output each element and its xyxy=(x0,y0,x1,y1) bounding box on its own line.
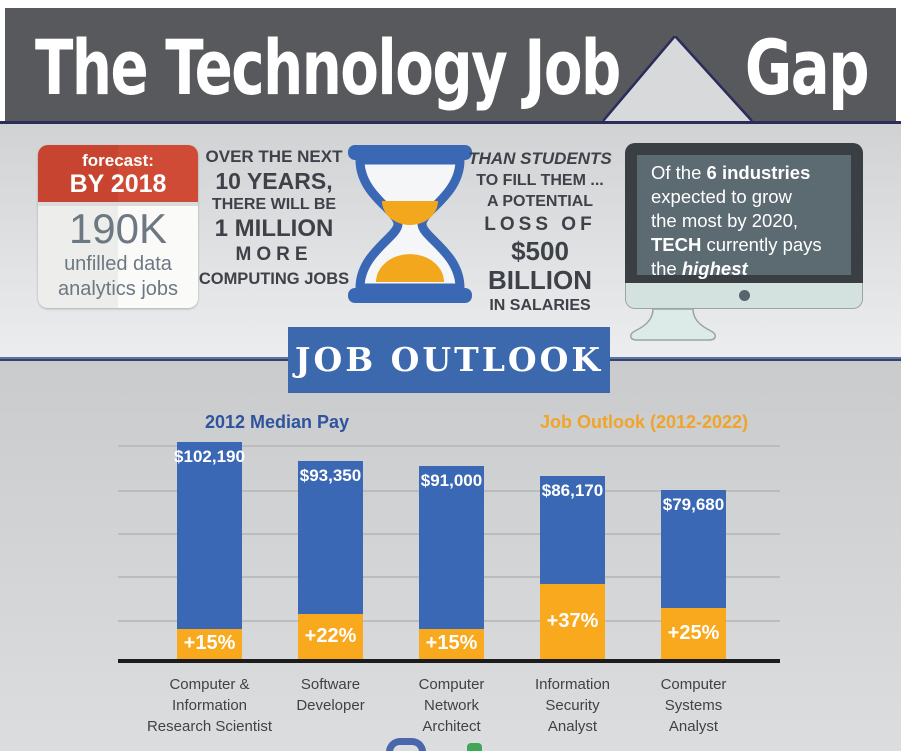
stacked-bar-chart: $102,190 +15% Computer & Information Resea… xyxy=(118,430,780,751)
bar-growth-label: +22% xyxy=(304,625,357,648)
students-line6: IN SALARIES xyxy=(489,297,591,314)
bar-growth: +37% xyxy=(540,583,605,659)
chart-section: 2012 Median Pay Job Outlook (2012-2022) … xyxy=(0,361,901,751)
chart-gridline xyxy=(118,445,780,447)
category-label: Computer Network Architect xyxy=(418,676,485,735)
bar-growth-label: +37% xyxy=(546,609,599,632)
bar-growth: +15% xyxy=(177,628,242,659)
monitor-camera-dot-icon xyxy=(738,290,750,301)
partial-logo-green-icon xyxy=(467,743,482,751)
category-label: Computer & Information Research Scientis… xyxy=(146,676,273,735)
bar-group: $91,000 +15% xyxy=(419,465,484,659)
students-line5: $500 BILLION xyxy=(488,236,592,295)
job-outlook-banner: JOB OUTLOOK xyxy=(288,327,610,393)
monitor-text: the most by 2020, xyxy=(651,210,799,231)
bar-group: $79,680 +25% xyxy=(661,489,726,659)
bar-salary-label: $91,000 xyxy=(420,470,483,490)
chart-baseline xyxy=(118,659,780,663)
next10-line1: OVER THE NEXT xyxy=(205,147,343,166)
bar-growth-label: +25% xyxy=(667,622,720,645)
bar-salary-label: $93,350 xyxy=(299,465,362,485)
stats-band: forecast: BY 2018 190K unfilled data ana… xyxy=(0,124,901,357)
bar-median-pay: $91,000 xyxy=(419,465,484,629)
monitor-text: Of the xyxy=(651,162,707,183)
legend-job-outlook: Job Outlook (2012-2022) xyxy=(540,412,749,432)
category-label: Software Developer xyxy=(296,676,365,714)
bar-group: $86,170 +37% xyxy=(540,475,605,659)
forecast-year: BY 2018 xyxy=(69,169,167,198)
forecast-tag: forecast: xyxy=(82,150,154,170)
forecast-card-header: forecast: BY 2018 xyxy=(38,145,198,202)
monitor-text: expected to grow xyxy=(651,186,792,207)
forecast-line2: analytics jobs xyxy=(57,278,179,300)
monitor-graphic: Of the 6 industries expected to grow the… xyxy=(625,143,863,346)
legend-median-pay: 2012 Median Pay xyxy=(205,412,350,432)
partial-logo-arc-icon xyxy=(386,738,426,751)
monitor-text: currently pays xyxy=(701,234,822,255)
next10-line6: COMPUTING JOBS xyxy=(198,270,350,288)
bar-salary-label: $79,680 xyxy=(662,494,725,514)
monitor-text-bold: TECH xyxy=(651,234,702,255)
header-band: The Technology Job Gap xyxy=(5,8,896,121)
students-line1: THAN STUDENTS xyxy=(468,149,612,168)
bar-growth: +22% xyxy=(298,614,363,659)
students-line2: TO FILL THEM ... xyxy=(476,172,604,189)
monitor-chin xyxy=(625,283,863,309)
forecast-big-number: 190K xyxy=(68,205,168,252)
bar-salary-label: $102,190 xyxy=(174,446,245,466)
forecast-line1: unfilled data xyxy=(64,253,172,275)
bar-group: $102,190 +15% xyxy=(174,441,245,659)
bar-median-pay: $86,170 xyxy=(540,475,605,584)
bar-growth: +15% xyxy=(419,628,484,659)
students-line3: A POTENTIAL xyxy=(486,193,594,210)
monitor-screen-text: Of the 6 industries expected to grow the… xyxy=(637,155,851,279)
students-text-block: THAN STUDENTS TO FILL THEM ... A POTENTI… xyxy=(460,148,620,316)
page-title-left: The Technology Job xyxy=(35,23,621,112)
header-underline xyxy=(0,121,901,124)
monitor-stand-icon xyxy=(630,308,716,341)
next10-line3: THERE WILL BE xyxy=(211,196,337,213)
next10-line2: 10 YEARS, xyxy=(215,168,333,194)
forecast-card: forecast: BY 2018 190K unfilled data ana… xyxy=(38,145,198,308)
students-line4: LOSS OF xyxy=(484,214,596,235)
next10-line4: 1 MILLION xyxy=(214,215,334,242)
bar-growth-label: +15% xyxy=(183,632,236,655)
bar-growth: +25% xyxy=(661,608,726,659)
monitor-text: the xyxy=(651,258,682,279)
bar-group: $93,350 +22% xyxy=(298,460,363,659)
bar-growth-label: +15% xyxy=(425,632,478,655)
bar-salary-label: $86,170 xyxy=(541,480,604,500)
next10-line5: MORE xyxy=(235,244,313,265)
gap-peak-icon xyxy=(603,36,753,121)
bar-median-pay: $102,190 xyxy=(174,441,245,629)
category-label: Computer Systems Analyst xyxy=(660,676,727,735)
monitor-text-bold-italic: highest xyxy=(681,258,748,279)
monitor-text-bold: 6 industries xyxy=(706,162,811,183)
monitor-frame: Of the 6 industries expected to grow the… xyxy=(625,143,863,283)
hourglass-icon xyxy=(348,145,472,303)
next10-text-block: OVER THE NEXT 10 YEARS, THERE WILL BE 1 … xyxy=(198,146,350,290)
category-label: Information Security Analyst xyxy=(534,676,611,735)
bar-median-pay: $93,350 xyxy=(298,460,363,615)
forecast-card-body: 190K unfilled data analytics jobs xyxy=(38,206,198,308)
page-title-right: Gap xyxy=(744,23,870,112)
bar-median-pay: $79,680 xyxy=(661,489,726,609)
